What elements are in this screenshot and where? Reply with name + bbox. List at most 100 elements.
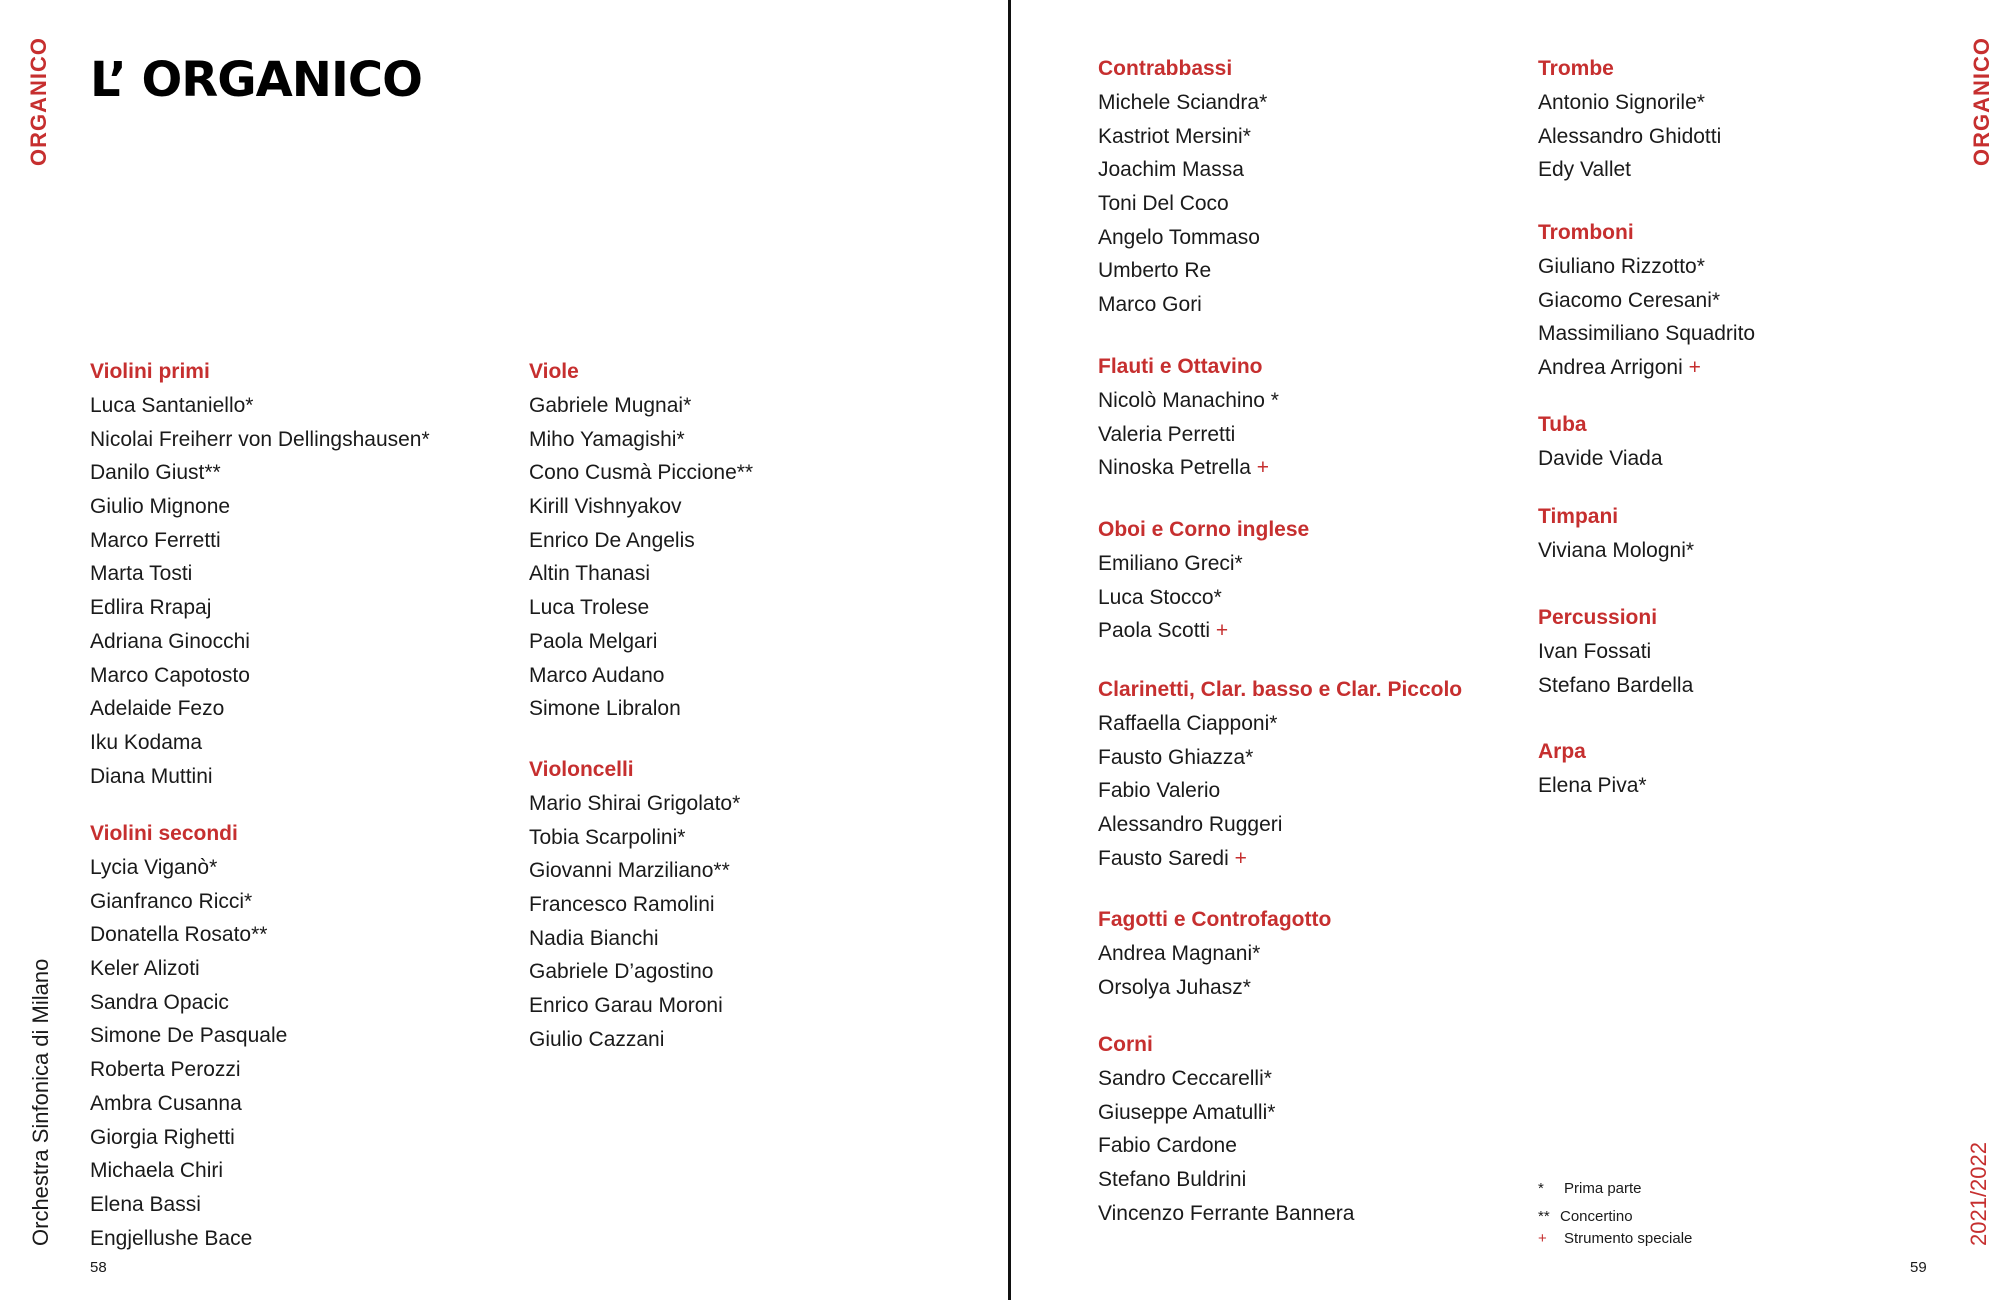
member-name-text: Marta Tosti (90, 562, 193, 586)
member-name-text: Cono Cusmà Piccione** (529, 461, 754, 485)
member-name: Kastriot Mersini* (1098, 120, 1267, 154)
member-name-text: Miho Yamagishi* (529, 427, 685, 451)
member-name-text: Elena Piva* (1538, 774, 1647, 797)
member-name-text: Enrico De Angelis (529, 528, 695, 552)
legend-mark: ** (1538, 1208, 1550, 1225)
member-name-text: Umberto Re (1098, 259, 1212, 283)
member-name-text: Alessandro Ruggeri (1098, 813, 1283, 837)
member-name: Valeria Perretti (1098, 418, 1279, 452)
section-tuba: Tuba Davide Viada (1538, 408, 1663, 476)
member-name-text: Ivan Fossati (1538, 640, 1652, 663)
member-name-text: Paola Melgari (529, 629, 658, 653)
legend-label: Concertino (1560, 1208, 1633, 1225)
side-label-left: ORGANICO (26, 37, 51, 166)
member-name: Fausto Ghiazza* (1098, 741, 1462, 775)
member-name: Marco Audano (529, 659, 753, 693)
member-name: Raffaella Ciapponi* (1098, 707, 1462, 741)
member-name: Antonio Signorile* (1538, 86, 1721, 120)
member-name: Sandro Ceccarelli* (1098, 1062, 1354, 1096)
member-name-text: Mario Shirai Grigolato* (529, 792, 741, 815)
special-instrument-mark: + (1234, 846, 1247, 870)
member-name: Marco Gori (1098, 288, 1267, 322)
page-number-right: 59 (1910, 1259, 1927, 1276)
section-heading: Violini secondi (90, 822, 238, 845)
special-instrument-mark: + (1256, 456, 1270, 480)
member-name: Nicolai Freiherr von Dellingshausen* (90, 423, 430, 457)
section-contrabbassi: Contrabbassi Michele Sciandra* Kastriot Me… (1098, 52, 1267, 322)
section-clarinetti-clar-basso-e-clar-piccolo: Clarinetti, Clar. basso e Clar. Piccolo R… (1098, 673, 1462, 875)
member-name: Cono Cusmà Piccione** (529, 456, 753, 490)
member-name-text: Andrea Magnani* (1098, 942, 1261, 965)
member-name-text: Vincenzo Ferrante Bannera (1098, 1201, 1355, 1225)
member-name: Paola Scotti + (1098, 614, 1309, 648)
section-percussioni: Percussioni Ivan Fossati Stefano Bardella (1538, 601, 1693, 702)
page-divider (1008, 0, 1011, 1300)
season-label: 2021/2022 (1966, 1142, 1991, 1246)
member-name-text: Massimiliano Squadrito (1538, 322, 1756, 346)
legend-mark: * (1538, 1180, 1544, 1197)
member-name-text: Nicolò Manachino * (1098, 389, 1279, 412)
member-name: Paola Melgari (529, 625, 753, 659)
member-name: Joachim Massa (1098, 153, 1267, 187)
section-timpani: Timpani Viviana Mologni* (1538, 500, 1694, 568)
section-heading: Violoncelli (529, 758, 634, 781)
member-name: Diana Muttini (90, 760, 430, 794)
member-name: Michele Sciandra* (1098, 86, 1267, 120)
member-name: Fabio Cardone (1098, 1129, 1354, 1163)
member-name: Donatella Rosato** (90, 918, 287, 952)
member-name: Ambra Cusanna (90, 1087, 287, 1121)
member-name-text: Roberta Perozzi (90, 1058, 241, 1082)
member-name-text: Marco Gori (1098, 293, 1202, 317)
member-name: Adelaide Fezo (90, 692, 430, 726)
member-name: Marta Tosti (90, 557, 430, 591)
member-name-text: Edy Vallet (1538, 158, 1631, 182)
member-name-text: Marco Ferretti (90, 528, 221, 552)
member-name-text: Diana Muttini (90, 764, 213, 788)
member-name-text: Paola Scotti (1098, 619, 1211, 643)
member-name: Emiliano Greci* (1098, 547, 1309, 581)
section-heading: Arpa (1538, 740, 1586, 763)
member-name-text: Sandra Opacic (90, 990, 229, 1014)
member-name: Andrea Arrigoni + (1538, 351, 1755, 385)
member-name: Lycia Viganò* (90, 851, 287, 885)
member-name: Giuliano Rizzotto* (1538, 250, 1755, 284)
member-name-text: Stefano Buldrini (1098, 1168, 1247, 1192)
member-name-text: Kastriot Mersini* (1098, 124, 1251, 148)
member-name-text: Valeria Perretti (1098, 422, 1236, 446)
member-name-text: Giacomo Ceresani* (1538, 288, 1721, 312)
member-name-text: Stefano Bardella (1538, 673, 1694, 697)
legend-mark: + (1538, 1230, 1547, 1247)
member-name-text: Alessandro Ghidotti (1538, 124, 1722, 148)
member-name: Alessandro Ghidotti (1538, 120, 1721, 154)
member-name: Luca Santaniello* (90, 389, 430, 423)
member-name-text: Angelo Tommaso (1098, 225, 1260, 249)
member-name-text: Giuliano Rizzotto* (1538, 255, 1705, 278)
member-name-text: Fausto Saredi (1098, 846, 1229, 870)
member-name-text: Orsolya Juhasz* (1098, 975, 1251, 999)
member-name: Altin Thanasi (529, 557, 753, 591)
member-name: Enrico De Angelis (529, 524, 753, 558)
member-name: Elena Piva* (1538, 769, 1647, 803)
page-title: L’ ORGANICO (90, 52, 423, 108)
member-name-text: Marco Capotosto (90, 663, 250, 687)
member-name: Luca Trolese (529, 591, 753, 625)
member-name-text: Luca Trolese (529, 596, 650, 620)
member-name: Viviana Mologni* (1538, 534, 1694, 568)
member-name-text: Donatella Rosato** (90, 923, 268, 947)
section-violini-secondi: Violini secondi Lycia Viganò* Gianfranco R… (90, 817, 287, 1255)
member-name: Gabriele Mugnai* (529, 389, 753, 423)
member-name: Ivan Fossati (1538, 635, 1693, 669)
section-fagotti-e-controfagotto: Fagotti e Controfagotto Andrea Magnani* Or… (1098, 903, 1331, 1004)
member-name: Davide Viada (1538, 442, 1663, 476)
member-name: Fabio Valerio (1098, 774, 1462, 808)
member-name-text: Toni Del Coco (1098, 192, 1229, 216)
member-name: Keler Alizoti (90, 952, 287, 986)
member-name: Giuseppe Amatulli* (1098, 1096, 1354, 1130)
member-name-text: Francesco Ramolini (529, 893, 715, 917)
member-name: Iku Kodama (90, 726, 430, 760)
member-name-text: Adelaide Fezo (90, 697, 225, 721)
section-heading: Contrabbassi (1098, 57, 1233, 80)
member-name-text: Danilo Giust** (90, 461, 221, 485)
section-violini-primi: Violini primi Luca Santaniello* Nicolai Fr… (90, 355, 430, 793)
member-name-text: Giorgia Righetti (90, 1125, 235, 1149)
